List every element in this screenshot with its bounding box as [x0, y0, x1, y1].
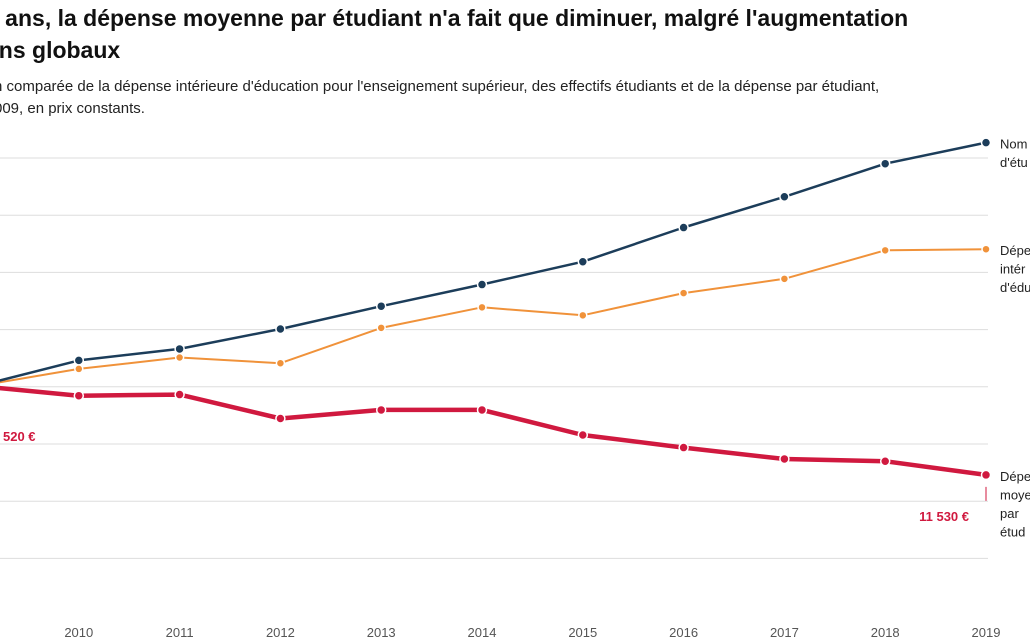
data-point-domestic [880, 245, 890, 256]
data-point-per_student [577, 429, 589, 441]
data-point-students [174, 343, 185, 355]
data-point-domestic [477, 302, 487, 313]
chart-title-line-2: ens globaux [0, 37, 121, 63]
x-tick-label: 2014 [468, 625, 497, 640]
chart-title: 0 ans, la dépense moyenne par étudiant n… [0, 2, 1030, 66]
x-tick-label: 2015 [568, 625, 597, 640]
series-label-students: d'étu [1000, 155, 1028, 170]
series-line-per_student [0, 385, 989, 478]
end-value-label: 11 530 € [919, 509, 969, 524]
x-tick-label: 2012 [266, 625, 295, 640]
data-point-domestic [74, 364, 84, 374]
gridlines [0, 157, 988, 559]
data-point-students [577, 256, 589, 267]
series-per_student [0, 385, 992, 481]
data-point-per_student [476, 404, 488, 416]
data-point-per_student [779, 453, 790, 465]
chart-subtitle: n comparée de la dépense intérieure d'éd… [0, 76, 1030, 120]
start-value-label: 520 € [3, 429, 36, 444]
data-point-per_student [678, 442, 689, 453]
series-students [0, 137, 992, 382]
x-tick-label: 2017 [770, 625, 799, 640]
x-tick-label: 2019 [972, 625, 1001, 640]
data-point-students [375, 300, 387, 312]
chart-title-line-1: 0 ans, la dépense moyenne par étudiant n… [0, 5, 909, 31]
data-point-students [879, 158, 891, 169]
x-tick-label: 2011 [166, 625, 194, 640]
data-point-students [476, 279, 488, 290]
series-domestic [0, 244, 991, 384]
series-label-students: Nom [1000, 137, 1027, 152]
data-point-per_student [174, 389, 185, 400]
data-point-students [980, 137, 992, 148]
series-label-domestic: intér [1000, 262, 1026, 277]
data-point-per_student [375, 404, 387, 416]
series-line-domestic [0, 248, 987, 384]
data-point-domestic [275, 358, 286, 368]
series-label-domestic: d'édu [1000, 280, 1030, 295]
data-point-per_student [275, 413, 286, 424]
data-point-domestic [981, 244, 991, 254]
chart-subtitle-line-2: 009, en prix constants. [0, 100, 145, 117]
data-point-domestic [578, 310, 588, 321]
chart-subtitle-line-1: n comparée de la dépense intérieure d'éd… [0, 78, 880, 95]
data-point-domestic [678, 288, 689, 298]
series-label-per_student: par [1000, 506, 1019, 521]
data-point-students [678, 222, 689, 233]
x-tick-label: 2013 [367, 625, 396, 640]
x-tick-label: 2016 [669, 625, 698, 640]
x-tick-label: 2010 [64, 625, 93, 640]
series-label-per_student: Dépe [1000, 469, 1030, 484]
x-tick-label: 2018 [871, 625, 900, 640]
data-point-domestic [174, 352, 185, 363]
data-point-per_student [879, 455, 891, 467]
data-point-per_student [73, 390, 85, 401]
data-point-students [73, 355, 85, 366]
series-label-per_student: étud [1000, 524, 1025, 539]
data-point-domestic [376, 323, 386, 333]
x-axis: 2010 2011 2012 2013 2014 2015 2016 2017 2018 2019 [64, 625, 1000, 640]
data-point-students [275, 323, 286, 335]
series-label-domestic: Dépe [1000, 243, 1030, 258]
data-point-per_student [980, 469, 992, 481]
series-label-per_student: moye [1000, 487, 1030, 502]
data-point-students [779, 191, 790, 203]
data-point-domestic [779, 274, 790, 284]
